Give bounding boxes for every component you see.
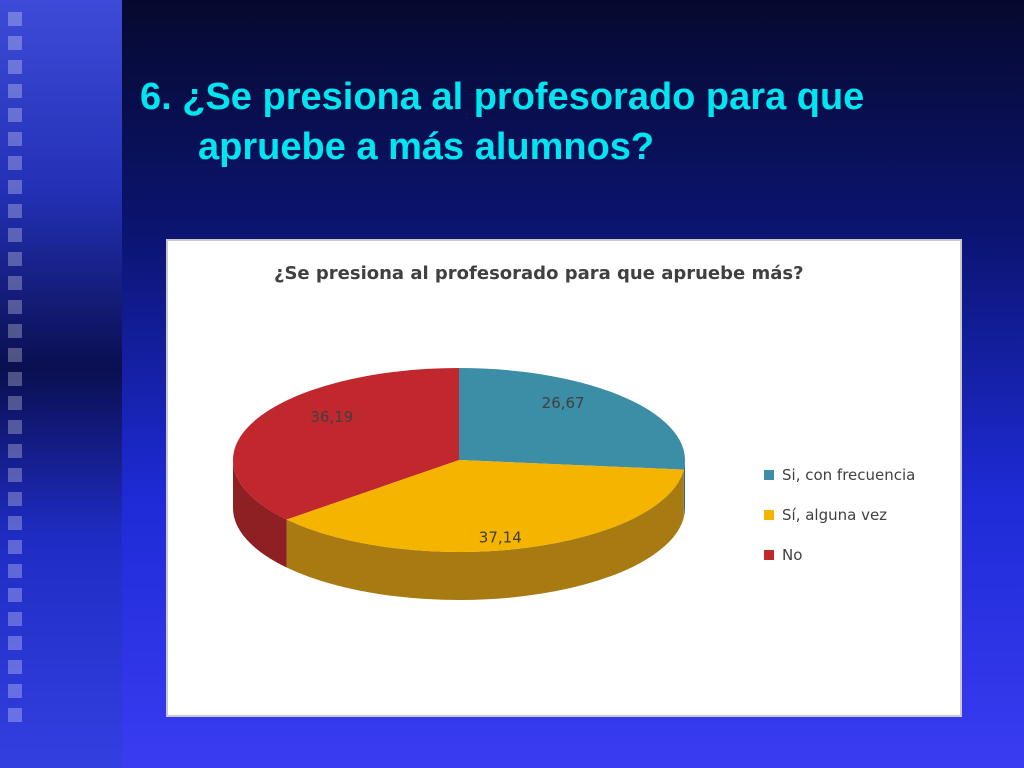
decorative-square [8, 348, 22, 362]
legend-label: Si, con frecuencia [782, 466, 916, 484]
legend-item: No [764, 535, 915, 575]
legend-swatch [764, 550, 774, 560]
decorative-square [8, 252, 22, 266]
decorative-square [8, 324, 22, 338]
decorative-square [8, 636, 22, 650]
pie-data-label: 36,19 [310, 408, 353, 426]
decorative-square [8, 132, 22, 146]
decorative-square [8, 492, 22, 506]
decorative-square [8, 468, 22, 482]
slide-title-line-2: apruebe a más alumnos? [198, 126, 655, 168]
decorative-square [8, 372, 22, 386]
decorative-square [8, 516, 22, 530]
pie-slice-3 [232, 368, 459, 520]
decorative-square [8, 420, 22, 434]
pie-data-label: 26,67 [542, 394, 585, 412]
decorative-square [8, 612, 22, 626]
decorative-square [8, 564, 22, 578]
legend-label: Sí, alguna vez [782, 506, 888, 524]
pie-chart: 26,67 37,14 36,19 [232, 368, 685, 600]
decorative-square [8, 84, 22, 98]
pie-data-label: 37,14 [479, 529, 522, 547]
decorative-square [8, 300, 22, 314]
decorative-square [8, 396, 22, 410]
decorative-square [8, 660, 22, 674]
pie-slice-side [683, 460, 685, 518]
decorative-square [8, 588, 22, 602]
decorative-square [8, 60, 22, 74]
legend-label: No [782, 546, 803, 564]
legend-item: Si, con frecuencia [764, 455, 915, 495]
decorative-square [8, 180, 22, 194]
pie-slice-2 [286, 460, 684, 552]
chart-title: ¿Se presiona al profesorado para que apr… [274, 263, 804, 284]
legend-item: Sí, alguna vez [764, 495, 915, 535]
decorative-square [8, 444, 22, 458]
decorative-squares [8, 12, 24, 762]
decorative-square [8, 540, 22, 554]
decorative-square [8, 684, 22, 698]
legend-swatch [764, 470, 774, 480]
decorative-square [8, 108, 22, 122]
pie-slice-1 [459, 368, 685, 470]
decorative-square [8, 36, 22, 50]
slide-title-line-1: 6. ¿Se presiona al profesorado para que [140, 76, 865, 118]
decorative-square [8, 12, 22, 26]
decorative-square [8, 156, 22, 170]
side-decoration-strip [0, 0, 122, 768]
legend-swatch [764, 510, 774, 520]
decorative-square [8, 276, 22, 290]
decorative-square [8, 204, 22, 218]
pie-slice-side [233, 460, 287, 568]
chart-frame: ¿Se presiona al profesorado para que apr… [166, 239, 962, 717]
decorative-square [8, 228, 22, 242]
decorative-square [8, 708, 22, 722]
pie-slice-side [286, 469, 684, 600]
slide-title: 6. ¿Se presiona al profesorado para que … [140, 72, 1020, 172]
chart-legend: Si, con frecuencia Sí, alguna vez No [764, 455, 915, 575]
